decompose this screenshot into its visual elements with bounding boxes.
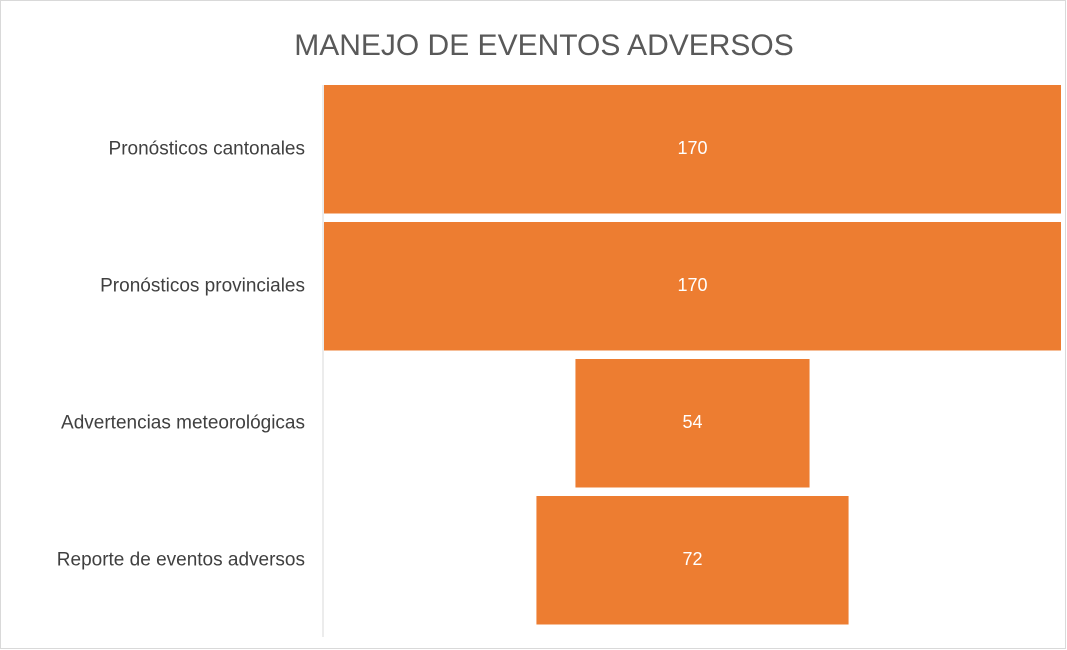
category-label: Reporte de eventos adversos	[57, 549, 305, 570]
value-label: 72	[682, 549, 702, 569]
category-label: Pronósticos provinciales	[100, 275, 305, 296]
category-label: Pronósticos cantonales	[109, 138, 305, 159]
category-label: Advertencias meteorológicas	[61, 412, 305, 433]
value-label: 54	[682, 412, 702, 432]
bar	[324, 85, 1061, 214]
bar	[575, 359, 810, 488]
bar	[536, 496, 849, 625]
value-label: 170	[677, 138, 707, 158]
chart-title: MANEJO DE EVENTOS ADVERSOS	[294, 29, 794, 62]
bar	[324, 222, 1061, 351]
value-label: 170	[677, 275, 707, 295]
